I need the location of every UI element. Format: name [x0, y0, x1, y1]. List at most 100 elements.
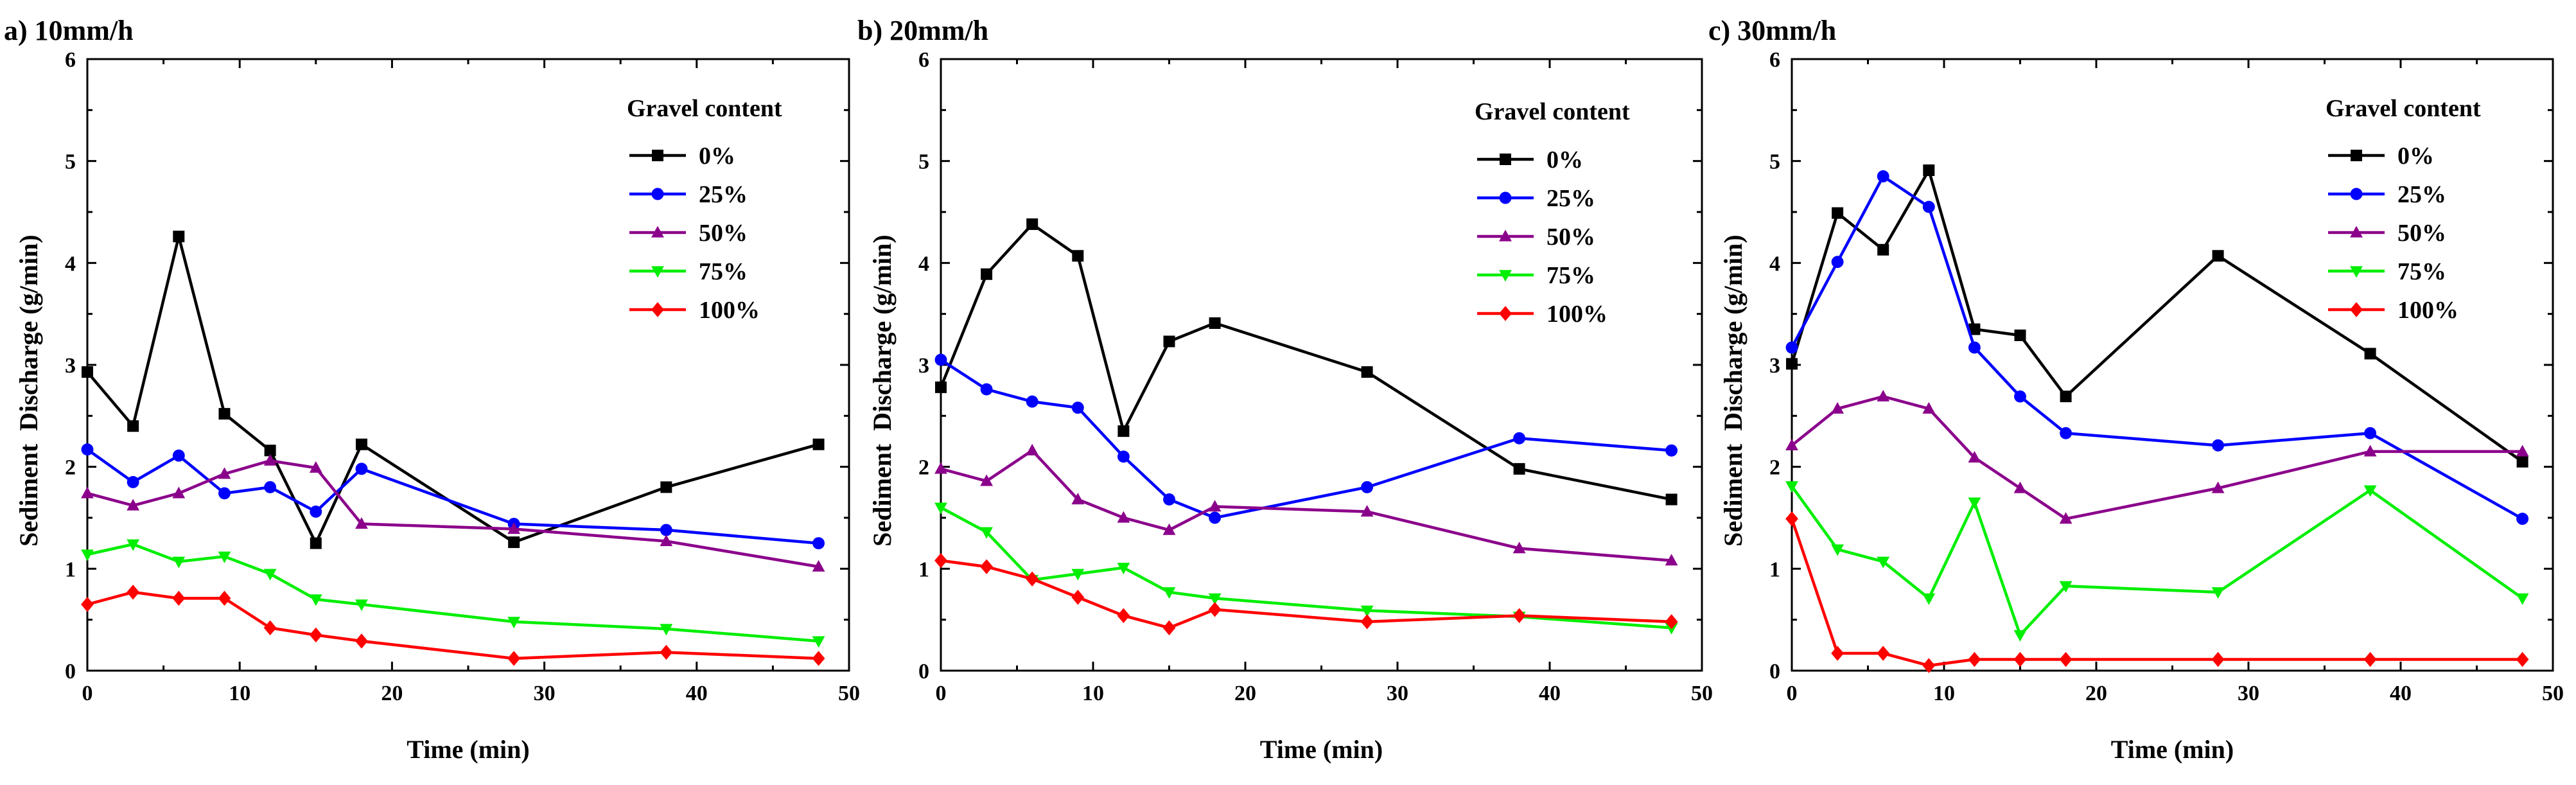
- data-point: [1877, 389, 1890, 401]
- data-point: [81, 549, 94, 561]
- data-point: [263, 569, 277, 581]
- data-point: [1117, 450, 1130, 463]
- x-axis-label: Time (min): [407, 735, 529, 764]
- legend-label: 100%: [699, 297, 760, 324]
- data-point: [1162, 620, 1176, 636]
- data-point: [1071, 493, 1085, 505]
- data-point: [1922, 200, 1935, 213]
- data-point: [660, 481, 672, 493]
- y-tick-label: 3: [918, 354, 929, 378]
- data-point: [218, 487, 231, 500]
- data-point: [81, 486, 94, 498]
- y-tick-label: 1: [65, 558, 76, 581]
- chart-panel-3: 0 10 20 30 40 50 0 1 2 3 4 5 6 Time (min) Sediment Dis…: [1708, 15, 2564, 764]
- data-point: [1877, 170, 1889, 182]
- data-point: [218, 467, 231, 479]
- y-tick-label: 1: [1769, 558, 1780, 581]
- data-point: [2060, 427, 2072, 439]
- x-tick-label: 20: [2085, 682, 2107, 705]
- legend-label: 50%: [699, 220, 748, 247]
- data-point: [1163, 493, 1175, 506]
- series-25pct: [934, 353, 1678, 524]
- data-point: [2212, 439, 2225, 452]
- data-point: [1831, 401, 1844, 414]
- x-tick-label: 10: [1082, 682, 1104, 705]
- x-tick-label: 50: [1691, 682, 1713, 705]
- series-line: [1791, 394, 2523, 520]
- data-point: [1968, 341, 1981, 354]
- data-point: [1786, 358, 1798, 370]
- panel-title: c) 30mm/h: [1708, 15, 1836, 46]
- legend-marker: [651, 302, 664, 317]
- y-tick-label: 2: [65, 456, 76, 480]
- legend-marker: [1499, 191, 1512, 204]
- data-point: [1162, 523, 1176, 535]
- data-point: [660, 644, 673, 660]
- data-point: [2363, 651, 2377, 667]
- data-point: [812, 651, 825, 666]
- x-tick-label: 10: [229, 682, 250, 705]
- data-point: [1512, 608, 1526, 624]
- x-tick-label: 20: [1234, 682, 1256, 705]
- data-point: [1665, 444, 1678, 457]
- legend: Gravel content 0% 25% 50% 75% 100%: [627, 95, 782, 324]
- data-point: [1208, 593, 1222, 605]
- series-line: [1791, 174, 2523, 520]
- data-point: [2516, 593, 2529, 605]
- data-point: [935, 381, 947, 393]
- series-100pct: [1785, 511, 2529, 673]
- data-point: [507, 617, 521, 629]
- data-point: [264, 445, 276, 457]
- data-point: [1163, 335, 1175, 348]
- legend-label: 25%: [1546, 185, 1595, 212]
- data-point: [355, 463, 368, 475]
- data-point: [2516, 513, 2529, 525]
- data-point: [508, 536, 520, 549]
- y-tick-label: 6: [65, 48, 76, 72]
- series-line: [86, 448, 819, 545]
- data-point: [1208, 602, 1222, 617]
- y-tick-label: 2: [1769, 456, 1780, 480]
- data-point: [980, 527, 993, 539]
- chart-panel-1: 0 10 20 30 40 50 0 1 2 3 4 5 6 Time (min) Sediment Dis…: [4, 15, 860, 764]
- data-point: [2060, 391, 2072, 403]
- series-line: [940, 506, 1672, 630]
- data-point: [1360, 605, 1374, 617]
- data-point: [1922, 401, 1936, 414]
- data-point: [2013, 651, 2027, 667]
- data-point: [1831, 256, 1844, 269]
- data-point: [934, 353, 947, 366]
- data-point: [1877, 243, 1889, 256]
- legend-marker: [1500, 154, 1511, 165]
- legend-marker: [1499, 270, 1512, 282]
- data-point: [355, 633, 368, 649]
- legend-label: 0%: [2397, 143, 2434, 170]
- data-point: [980, 559, 993, 574]
- data-point: [2363, 485, 2377, 497]
- data-point: [310, 506, 322, 518]
- data-point: [1361, 481, 1374, 493]
- x-axis-label: Time (min): [1260, 735, 1383, 764]
- data-point: [2363, 445, 2377, 457]
- data-point: [1968, 323, 1981, 335]
- data-point: [934, 552, 947, 569]
- data-point: [1071, 569, 1085, 581]
- data-point: [2059, 651, 2072, 667]
- series-line: [940, 559, 1672, 630]
- data-point: [310, 537, 322, 549]
- series-75pct: [934, 502, 1678, 635]
- data-point: [263, 620, 277, 636]
- x-tick-label: 30: [1387, 682, 1408, 705]
- data-point: [127, 498, 140, 511]
- series-100pct: [81, 585, 825, 666]
- data-point: [264, 481, 277, 493]
- legend-marker: [2350, 225, 2363, 238]
- legend-marker: [651, 188, 664, 200]
- x-tick-label: 40: [686, 682, 708, 705]
- data-point: [1026, 395, 1038, 408]
- data-point: [934, 502, 947, 515]
- legend: Gravel content 0% 25% 50% 75% 100%: [1475, 98, 1630, 328]
- series-50pct: [1785, 389, 2529, 524]
- data-point: [2364, 348, 2376, 360]
- panel-title: b) 20mm/h: [857, 15, 988, 46]
